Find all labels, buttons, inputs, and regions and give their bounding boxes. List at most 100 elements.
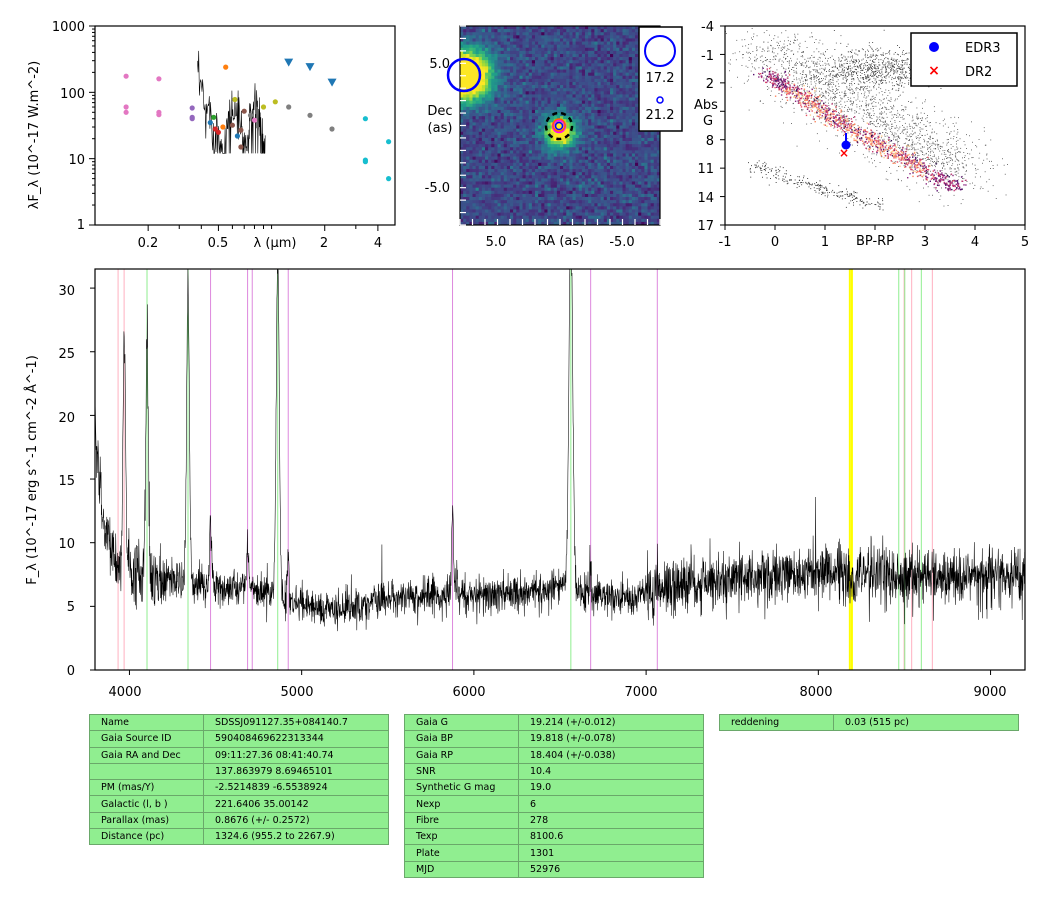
cutout-pixel [491,85,495,89]
cutout-pixel [585,193,589,198]
cutout-pixel [525,91,530,95]
cutout-pixel [575,60,580,64]
cutout-pixel [566,147,570,151]
cutout-pixel [485,162,489,167]
cutout-pixel [463,85,467,89]
cutout-pixel [585,53,589,58]
cutout-pixel [506,206,511,210]
cutout-pixel [528,147,533,151]
cutout-pixel [585,159,589,164]
cutout-pixel [550,212,555,217]
cutout-pixel [472,72,476,77]
cutout-pixel [475,41,480,46]
cutout-pixel [631,63,636,67]
cutout-pixel [635,103,639,108]
cutout-pixel [485,141,489,145]
cutout-pixel [491,125,495,129]
cutout-pixel [531,184,536,189]
cutout-pixel [613,38,617,42]
cutout-pixel [553,29,558,33]
cutout-pixel [613,156,617,161]
cutout-pixel [606,47,611,52]
hr-field-star [895,146,897,148]
cutout-pixel [566,50,570,55]
hr-field-star [975,145,977,146]
cutout-pixel [506,134,511,139]
cutout-pixel [531,103,536,108]
cutout-pixel [597,32,601,36]
cutout-pixel [616,159,620,164]
cutout-pixel [500,209,505,213]
cutout-pixel [488,169,492,173]
cutout-pixel [578,50,583,55]
hr-field-star [816,80,817,82]
cutout-pixel [478,206,483,210]
cutout-pixel [556,81,561,86]
cutout-pixel [485,184,489,189]
cutout-pixel [503,172,508,176]
cutout-pixel [619,134,623,139]
cutout-pixel [569,197,573,201]
cutout-pixel [556,141,561,145]
hr-field-star [948,190,949,192]
cutout-pixel [628,162,633,167]
cutout-pixel [622,159,626,164]
cutout-pixel [638,162,642,167]
cutout-pixel [591,197,595,201]
cutout-pixel [494,75,498,80]
cutout-pixel [519,190,523,195]
cutout-pixel [610,156,614,161]
cutout-pixel [553,221,558,226]
cutout-pixel [500,184,505,189]
cutout-pixel [572,44,576,49]
hr-field-star [928,138,930,139]
cutout-pixel [556,212,561,217]
cutout-pixel [506,212,511,217]
cutout-pixel [460,153,464,157]
cutout-pixel [572,137,576,142]
cutout-pixel [635,109,639,114]
cutout-pixel [616,69,620,73]
cutout-pixel [572,88,576,92]
cutout-pixel [547,215,551,220]
cutout-pixel [603,116,608,120]
cutout-pixel [460,122,464,126]
cutout-pixel [544,106,548,111]
cutout-pixel [522,69,526,73]
hr-field-star [916,151,918,153]
cutout-pixel [566,144,570,148]
hr-field-star [834,104,836,106]
cutout-pixel [613,35,617,39]
cutout-pixel [585,162,589,167]
cutout-pixel [472,35,476,39]
cutout-pixel [522,47,526,52]
legend-small-circle [656,96,664,104]
cutout-pixel [466,78,470,83]
cutout-pixel [641,165,645,170]
cutout-pixel [466,47,470,52]
cutout-pixel [466,116,470,120]
cutout-pixel [560,53,564,58]
cutout-pixel [606,119,611,123]
cutout-pixel [466,50,470,55]
hr-field-star [869,115,871,117]
hr-field-star [940,148,941,149]
cutout-pixel [578,150,583,154]
hr-field-star [875,137,877,139]
cutout-pixel [472,94,476,98]
cutout-pixel [569,44,573,49]
cutout-pixel [622,63,626,67]
cutout-pixel [560,66,564,70]
cutout-pixel [641,156,645,161]
cutout-pixel [635,203,639,207]
cutout-pixel [503,221,508,226]
cutout-pixel [578,78,583,83]
cutout-pixel [588,169,592,173]
cutout-pixel [506,78,511,83]
cutout-pixel [656,187,661,192]
cutout-pixel [544,169,548,173]
sed-point [238,127,244,133]
cutout-pixel [485,119,489,123]
cutout-pixel [622,106,626,111]
cutout-pixel [481,159,486,164]
